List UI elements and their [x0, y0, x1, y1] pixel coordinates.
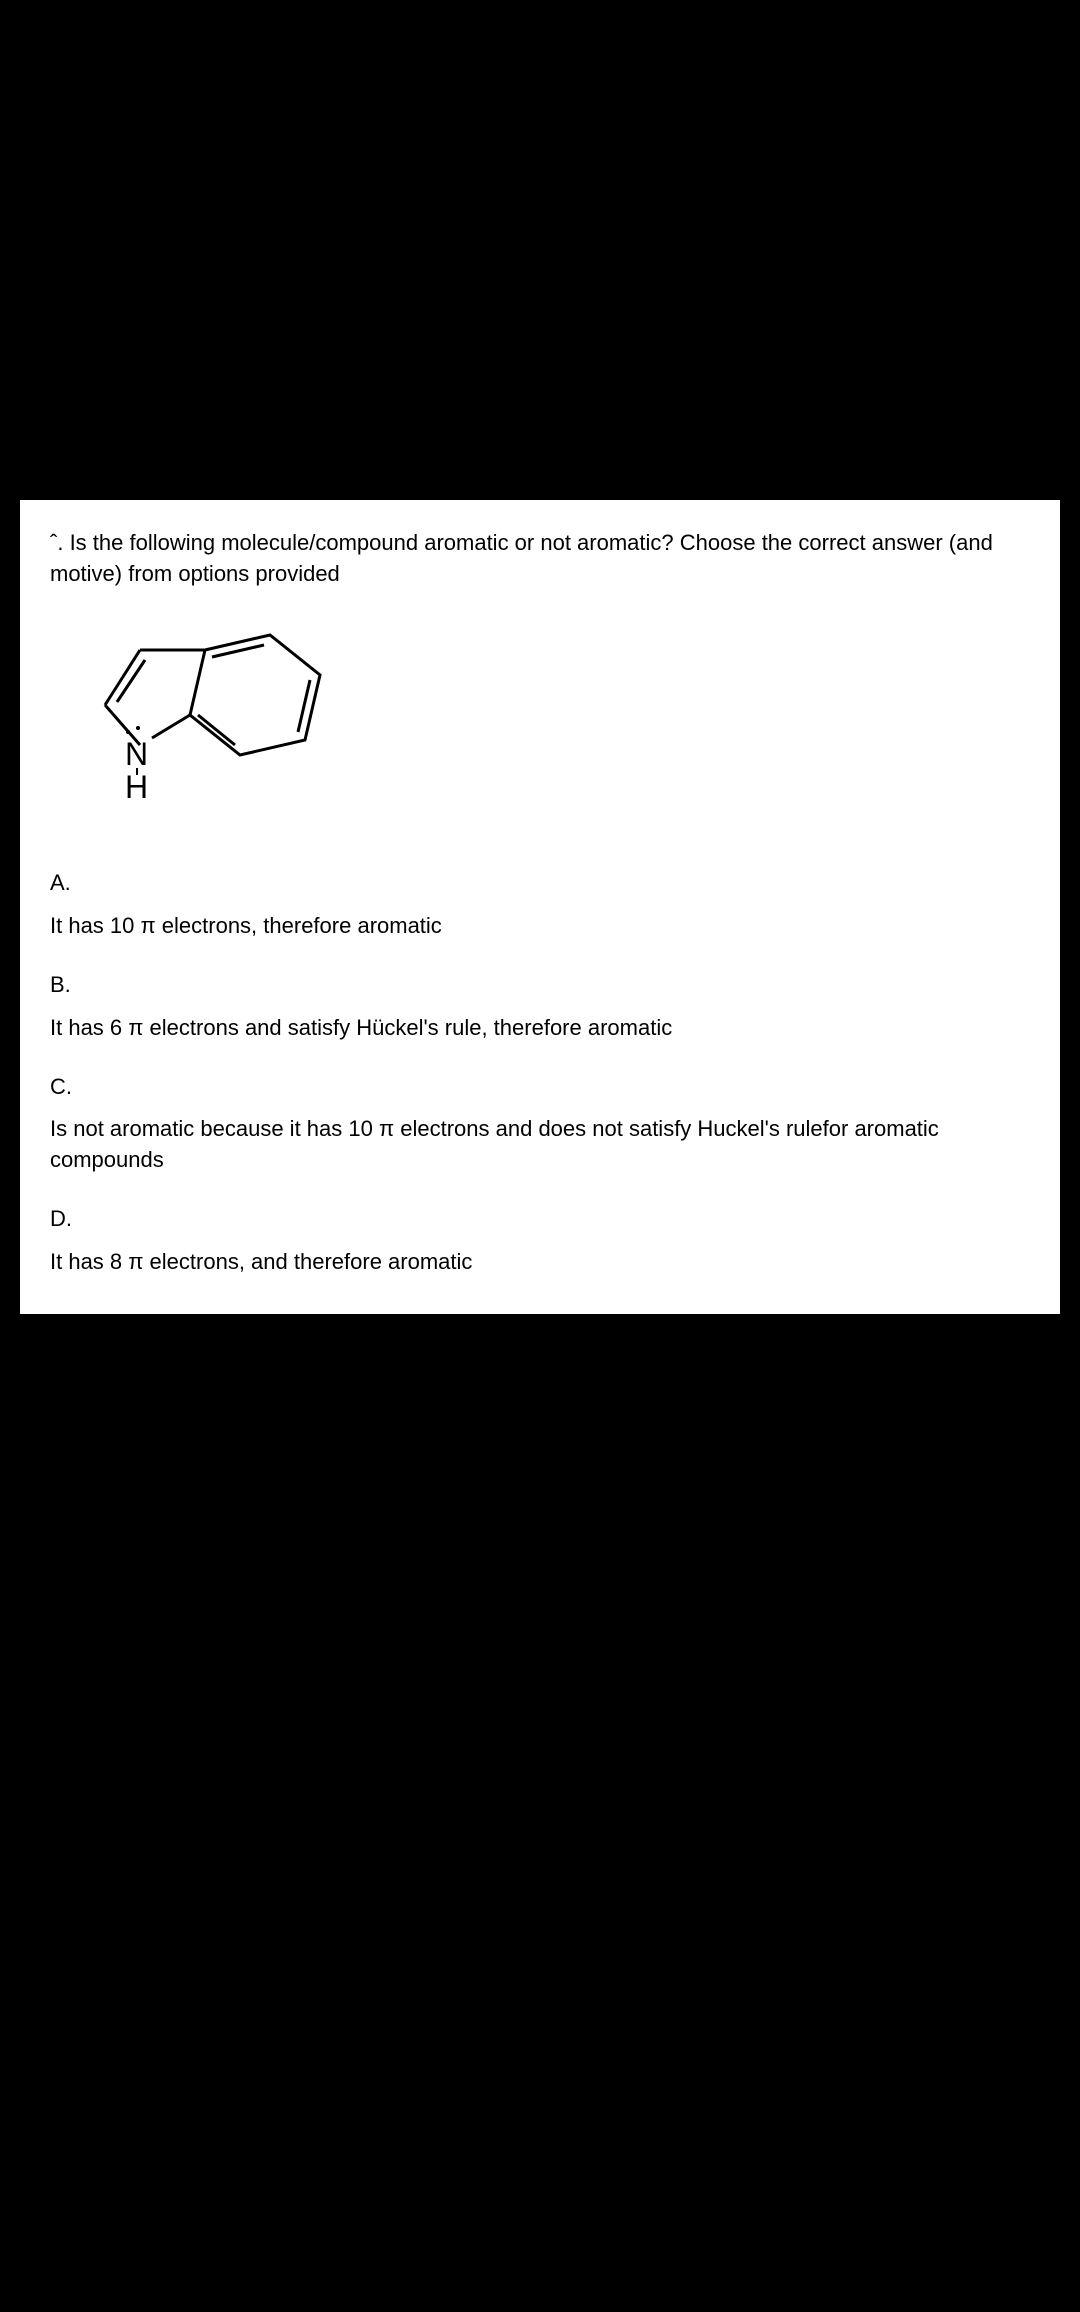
indole-structure-icon: N H [60, 620, 340, 820]
option-a-text: It has 10 π electrons, therefore aromati… [50, 911, 1030, 942]
option-b-text: It has 6 π electrons and satisfy Hückel'… [50, 1013, 1030, 1044]
pyrrole-bond-n [152, 715, 190, 738]
option-a-letter: A. [50, 868, 1030, 899]
lone-pair-dot-2 [136, 726, 140, 730]
benzene-ring [190, 635, 320, 755]
benzene-bond-3 [198, 715, 235, 745]
option-c-letter: C. [50, 1072, 1030, 1103]
question-text: ˆ. Is the following molecule/compound ar… [50, 528, 1030, 590]
question-card: ˆ. Is the following molecule/compound ar… [20, 500, 1060, 1314]
molecule-diagram: N H [60, 620, 1030, 829]
question-body: Is the following molecule/compound aroma… [50, 530, 993, 586]
nitrogen-label: N [125, 736, 148, 772]
option-b-letter: B. [50, 970, 1030, 1001]
lone-pair-dot-1 [126, 730, 130, 734]
option-d-text: It has 8 π electrons, and therefore arom… [50, 1247, 1030, 1278]
option-d-letter: D. [50, 1204, 1030, 1235]
option-c-text: Is not aromatic because it has 10 π elec… [50, 1114, 1030, 1176]
question-prefix: ˆ. [50, 530, 70, 555]
